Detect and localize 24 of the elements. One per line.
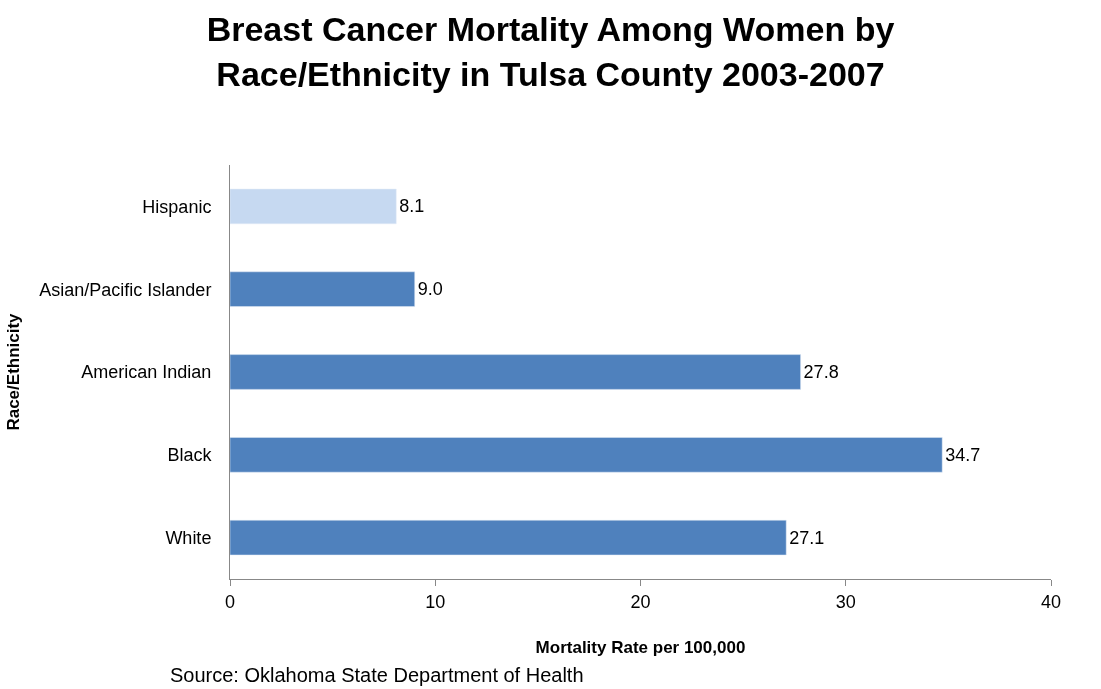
y-tick-label: American Indian xyxy=(81,362,212,383)
x-tick-label: 20 xyxy=(630,591,651,612)
bar xyxy=(230,354,801,390)
chart-title: Breast Cancer Mortality Among Women by Race/Ethnicity in Tulsa County 2003-2007 xyxy=(206,10,895,93)
data-label: 27.1 xyxy=(789,527,825,548)
y-axis-title: Race/Ethnicity xyxy=(3,312,23,431)
bar xyxy=(230,519,787,556)
source-note: Source: Oklahoma State Department of Health xyxy=(170,664,584,686)
bar xyxy=(230,271,415,307)
y-tick-label: White xyxy=(165,527,212,548)
y-tick-label: Black xyxy=(167,445,213,466)
x-tick-label: 40 xyxy=(1040,591,1062,612)
x-tick-label: 0 xyxy=(224,591,236,612)
y-tick-label: Asian/Pacific Islander xyxy=(39,279,212,300)
data-label: 34.7 xyxy=(945,444,981,465)
data-label: 8.1 xyxy=(399,196,425,217)
y-tick-label: Hispanic xyxy=(142,196,212,217)
bar xyxy=(230,437,943,473)
data-label: 27.8 xyxy=(803,362,839,382)
x-tick-label: 30 xyxy=(835,591,856,612)
bar xyxy=(230,188,397,225)
x-tick-label: 10 xyxy=(425,591,446,612)
x-axis-title: Mortality Rate per 100,000 xyxy=(535,638,746,657)
data-label: 9.0 xyxy=(417,279,443,300)
